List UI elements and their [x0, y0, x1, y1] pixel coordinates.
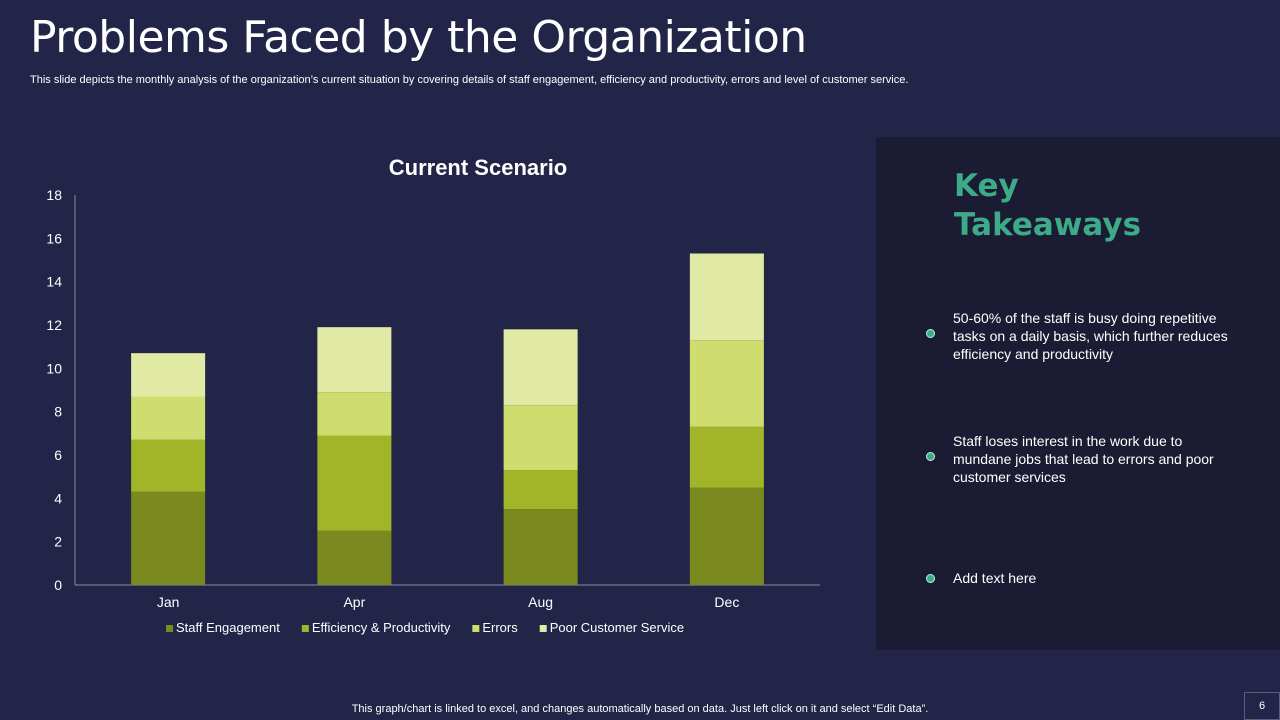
bar-segment [317, 435, 392, 531]
bar-segment [689, 426, 764, 488]
takeaway-text: Add text here [953, 570, 1037, 586]
takeaway-text: 50-60% of the staff is busy doing repeti… [953, 310, 1228, 362]
bar-segment [503, 470, 578, 510]
footer-note: This graph/chart is linked to excel, and… [351, 703, 929, 715]
x-tick-label: Dec [714, 594, 739, 610]
legend-swatch [166, 625, 173, 632]
bullet-icon [926, 329, 935, 338]
bar-segment [131, 491, 206, 585]
legend-label: Staff Engagement [176, 620, 280, 635]
bullet-icon [926, 574, 935, 583]
chart-title: Current Scenario [389, 155, 568, 180]
legend-label: Poor Customer Service [550, 620, 684, 635]
bar-segment [503, 329, 578, 406]
bar-segment [689, 253, 764, 341]
y-tick-label: 10 [46, 360, 62, 376]
y-tick-label: 14 [46, 274, 62, 290]
bar-segment [131, 439, 206, 492]
legend-swatch [539, 625, 547, 632]
bar-segment [317, 392, 392, 436]
y-tick-label: 6 [54, 447, 62, 463]
page-subtitle: This slide depicts the monthly analysis … [30, 74, 909, 86]
x-tick-label: Jan [157, 594, 180, 610]
bar-segment [131, 353, 206, 397]
stacked-bar-chart: Current Scenario 0 2 4 6 8 10 12 14 16 18 Jan Apr Aug… [46, 155, 820, 635]
y-tick-label: 8 [54, 404, 62, 420]
y-tick-label: 4 [54, 490, 62, 506]
x-tick-label: Aug [528, 594, 553, 610]
bar-segment [317, 327, 392, 393]
key-takeaways-title: Key Takeaways [954, 168, 1142, 243]
page-number: 6 [1244, 692, 1280, 720]
legend-swatch [472, 625, 480, 632]
bar-segment [503, 405, 578, 471]
bar-segment [317, 530, 392, 585]
bar-segment [689, 487, 764, 585]
legend-label: Efficiency & Productivity [312, 620, 451, 635]
takeaway-text: Staff loses interest in the work due to … [953, 433, 1214, 485]
y-tick-label: 0 [54, 577, 62, 593]
y-tick-label: 2 [54, 534, 62, 550]
y-tick-label: 16 [46, 230, 62, 246]
bar-segment [131, 396, 206, 440]
bullet-icon [926, 452, 935, 461]
key-takeaways-panel: Key Takeaways 50-60% of the staff is bus… [876, 137, 1280, 650]
legend-swatch [301, 625, 309, 632]
bar-segment [689, 340, 764, 427]
y-tick-label: 18 [46, 187, 62, 203]
x-tick-label: Apr [343, 594, 365, 610]
legend-label: Errors [482, 620, 518, 635]
page-title: Problems Faced by the Organization [30, 12, 807, 63]
y-tick-label: 12 [46, 317, 62, 333]
bar-segment [503, 509, 578, 585]
